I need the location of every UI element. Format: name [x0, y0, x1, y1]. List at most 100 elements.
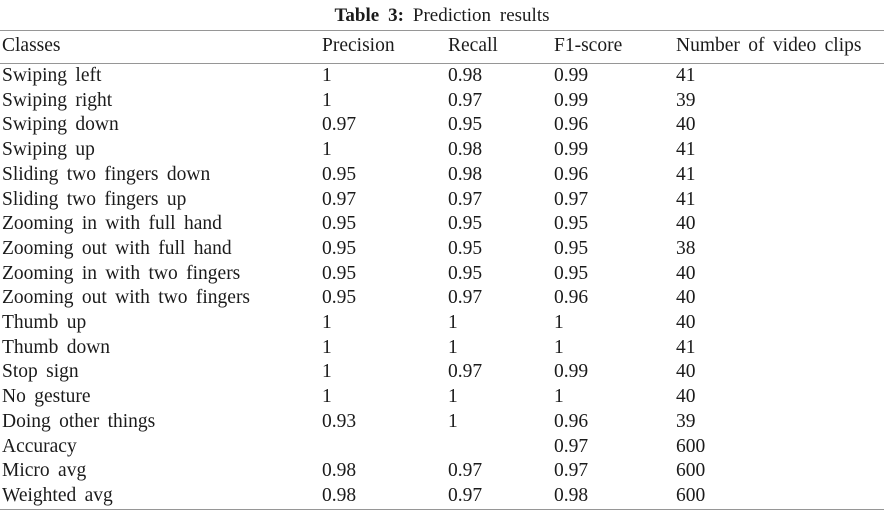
table-row: Swiping up 1 0.98 0.99 41	[0, 138, 884, 163]
table-row: Accuracy 0.97 600	[0, 435, 884, 460]
table-row: Zooming in with two fingers 0.95 0.95 0.95 4…	[0, 262, 884, 287]
column-header-precision: Precision	[322, 30, 448, 64]
class-name-cell: Micro avg	[2, 460, 87, 482]
precision-cell: 0.95	[322, 213, 357, 235]
precision-cell	[322, 435, 448, 460]
recall-cell: 0.95	[448, 213, 483, 235]
table-row: Thumb up 1 1 1 40	[0, 311, 884, 336]
recall-cell: 0.97	[448, 287, 483, 309]
table-row: Zooming out with two fingers 0.95 0.97 0.96…	[0, 286, 884, 311]
precision-cell: 0.95	[322, 287, 357, 309]
precision-cell: 0.97	[322, 114, 357, 136]
precision-cell: 1	[322, 312, 332, 334]
column-header-f1-score: F1-score	[554, 30, 676, 64]
table-row: Stop sign 1 0.97 0.99 40	[0, 360, 884, 385]
recall-cell: 0.97	[448, 483, 554, 510]
recall-cell: 0.97	[448, 89, 483, 111]
class-name-cell: Accuracy	[2, 435, 77, 457]
video-clips-cell: 41	[676, 65, 696, 86]
class-name-cell: No gesture	[2, 386, 91, 408]
video-clips-cell: 40	[676, 312, 696, 334]
video-clips-cell: 40	[676, 287, 696, 309]
video-clips-cell: 40	[676, 361, 696, 383]
recall-cell: 0.97	[448, 460, 483, 482]
recall-cell: 0.95	[448, 237, 483, 259]
class-name-cell: Swiping right	[2, 89, 113, 111]
table-caption: Table 3: Prediction results	[0, 0, 884, 29]
table-caption-label: Table 3:	[334, 5, 404, 26]
f1-score-cell: 0.99	[554, 89, 589, 111]
precision-cell: 1	[322, 386, 332, 408]
table-row: No gesture 1 1 1 40	[0, 385, 884, 410]
video-clips-cell: 41	[676, 139, 696, 161]
column-header-video-clips: Number of video clips	[676, 30, 884, 64]
precision-cell: 0.95	[322, 237, 357, 259]
table-row: Doing other things 0.93 1 0.96 39	[0, 410, 884, 435]
precision-cell: 0.95	[322, 163, 357, 185]
f1-score-cell: 1	[554, 386, 564, 408]
video-clips-cell: 40	[676, 262, 696, 284]
f1-score-cell: 0.96	[554, 114, 589, 136]
class-name-cell: Weighted avg	[0, 483, 322, 510]
table-row: Zooming out with full hand 0.95 0.95 0.95 38	[0, 237, 884, 262]
table-row: Swiping right 1 0.97 0.99 39	[0, 89, 884, 114]
video-clips-cell: 40	[676, 386, 696, 408]
video-clips-cell: 600	[676, 483, 884, 510]
column-header-classes: Classes	[0, 30, 322, 64]
class-name-cell: Thumb down	[2, 336, 111, 358]
recall-cell: 1	[448, 336, 458, 358]
video-clips-cell: 39	[676, 89, 696, 111]
class-name-cell: Zooming out with full hand	[2, 237, 232, 259]
class-name-cell: Zooming in with full hand	[2, 213, 222, 235]
video-clips-cell: 41	[676, 188, 696, 210]
recall-cell: 0.95	[448, 262, 483, 284]
video-clips-cell: 600	[676, 435, 706, 457]
class-name-cell: Thumb up	[2, 312, 87, 334]
video-clips-cell: 40	[676, 114, 696, 136]
class-name-cell: Zooming in with two fingers	[2, 262, 241, 284]
column-header-recall: Recall	[448, 30, 554, 64]
f1-score-cell: 0.95	[554, 262, 589, 284]
recall-cell: 0.97	[448, 361, 483, 383]
table-body: Swiping left 1 0.98 0.99 41 Swiping right 1 0.9…	[0, 64, 884, 510]
precision-cell: 1	[322, 65, 332, 86]
class-name-cell: Zooming out with two fingers	[2, 287, 251, 309]
table-caption-title: Prediction results	[412, 5, 550, 26]
table-row: Sliding two fingers up 0.97 0.97 0.97 41	[0, 188, 884, 213]
precision-cell: 0.95	[322, 262, 357, 284]
class-name-cell: Swiping down	[2, 114, 119, 136]
prediction-results-table: Classes Precision Recall F1-score Number…	[0, 30, 884, 510]
video-clips-cell: 39	[676, 410, 696, 432]
precision-cell: 0.97	[322, 188, 357, 210]
video-clips-cell: 41	[676, 336, 696, 358]
precision-cell: 0.93	[322, 410, 357, 432]
table-row: Swiping left 1 0.98 0.99 41	[0, 64, 884, 89]
class-name-cell: Stop sign	[2, 361, 79, 383]
recall-cell: 1	[448, 386, 458, 408]
precision-cell: 1	[322, 361, 332, 383]
f1-score-cell: 0.99	[554, 139, 589, 161]
f1-score-cell: 1	[554, 312, 564, 334]
table-row: Swiping down 0.97 0.95 0.96 40	[0, 113, 884, 138]
f1-score-cell: 0.96	[554, 163, 589, 185]
recall-cell: 0.95	[448, 114, 483, 136]
recall-cell: 0.98	[448, 139, 483, 161]
table-row: Micro avg 0.98 0.97 0.97 600	[0, 459, 884, 484]
precision-cell: 1	[322, 336, 332, 358]
f1-score-cell: 1	[554, 336, 564, 358]
header-row: Classes Precision Recall F1-score Number…	[0, 30, 884, 64]
f1-score-cell: 0.97	[554, 460, 589, 482]
video-clips-cell: 41	[676, 163, 696, 185]
recall-cell: 1	[448, 312, 458, 334]
precision-cell: 0.98	[322, 460, 357, 482]
video-clips-cell: 38	[676, 237, 696, 259]
class-name-cell: Swiping up	[2, 139, 95, 161]
table-header: Classes Precision Recall F1-score Number…	[0, 30, 884, 64]
class-name-cell: Doing other things	[2, 410, 156, 432]
table-row: Zooming in with full hand 0.95 0.95 0.95 40	[0, 212, 884, 237]
recall-cell: 0.98	[448, 65, 483, 86]
f1-score-cell: 0.96	[554, 287, 589, 309]
table-row: Thumb down 1 1 1 41	[0, 336, 884, 361]
recall-cell: 0.98	[448, 163, 483, 185]
f1-score-cell: 0.99	[554, 361, 589, 383]
